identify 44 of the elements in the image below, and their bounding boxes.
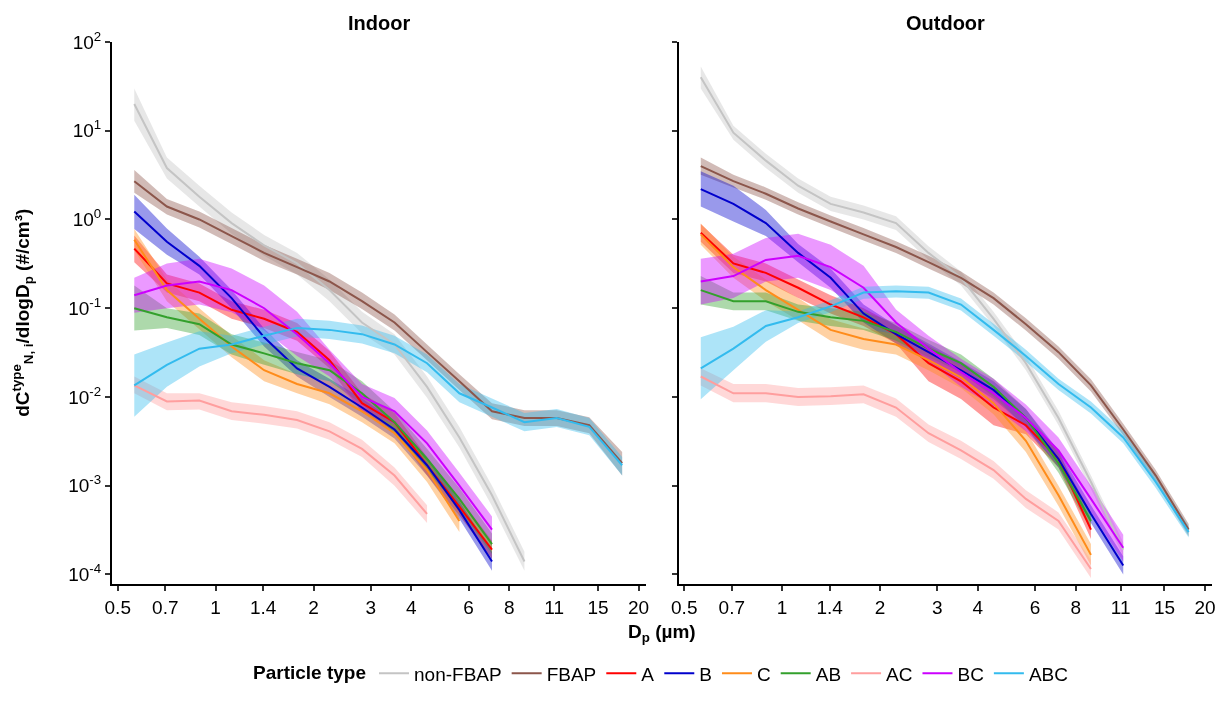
- x-tick-label: 4: [406, 596, 418, 618]
- legend-label: A: [641, 663, 655, 685]
- x-tick-label: 20: [1194, 596, 1216, 618]
- x-tick-label: 1: [776, 596, 788, 618]
- y-tick-label: 10$^{-1}$: [68, 294, 102, 319]
- legend-label: FBAP: [546, 663, 597, 685]
- x-tick-label: 1.4: [249, 596, 277, 618]
- x-tick-label: 15: [587, 596, 609, 618]
- legend-label: B: [699, 663, 712, 685]
- chart-title: Indoor: [348, 12, 411, 34]
- x-tick-label: 8: [1070, 596, 1082, 618]
- x-tick-label: 15: [1153, 596, 1176, 618]
- legend-label: BC: [957, 663, 984, 685]
- x-tick-label: 6: [1029, 596, 1041, 618]
- x-tick-label: 4: [972, 596, 984, 618]
- legend-label: AB: [815, 663, 842, 685]
- x-tick-label: 20: [628, 596, 650, 618]
- y-tick-label: 10$^{-3}$: [68, 472, 102, 497]
- y-tick-label: 10$^{-2}$: [68, 383, 102, 408]
- x-tick-label: 3: [365, 596, 377, 618]
- y-tick-label: 10$^{2}$: [72, 28, 102, 53]
- x-tick-label: 2: [308, 596, 319, 618]
- y-tick-label: 10$^{1}$: [72, 117, 102, 142]
- chart-title: Outdoor: [906, 12, 986, 34]
- x-tick-label: 0.5: [104, 596, 131, 618]
- x-tick-label: 1: [210, 596, 221, 618]
- x-tick-label: 3: [931, 596, 943, 618]
- legend-label: non-FBAP: [414, 663, 502, 685]
- x-tick-label: 1.4: [816, 596, 844, 618]
- x-tick-label: 8: [503, 596, 515, 618]
- x-tick-label: 0.7: [718, 596, 745, 618]
- legend-label: C: [756, 663, 771, 685]
- x-tick-label: 0.7: [152, 596, 179, 618]
- y-tick-label: 10$^{-4}$: [68, 561, 102, 586]
- x-tick-label: 11: [544, 596, 565, 618]
- x-tick-label: 2: [874, 596, 886, 618]
- legend-title: Particle type: [253, 662, 366, 684]
- x-axis-title: D$_{p}$ (µm): [628, 621, 696, 645]
- x-tick-label: 6: [463, 596, 474, 618]
- legend-label: ABC: [1028, 663, 1068, 685]
- x-tick-label: 0.5: [671, 596, 698, 618]
- legend-label: AC: [886, 663, 913, 685]
- x-tick-label: 11: [1110, 596, 1131, 618]
- y-tick-label: 10$^{0}$: [72, 206, 102, 231]
